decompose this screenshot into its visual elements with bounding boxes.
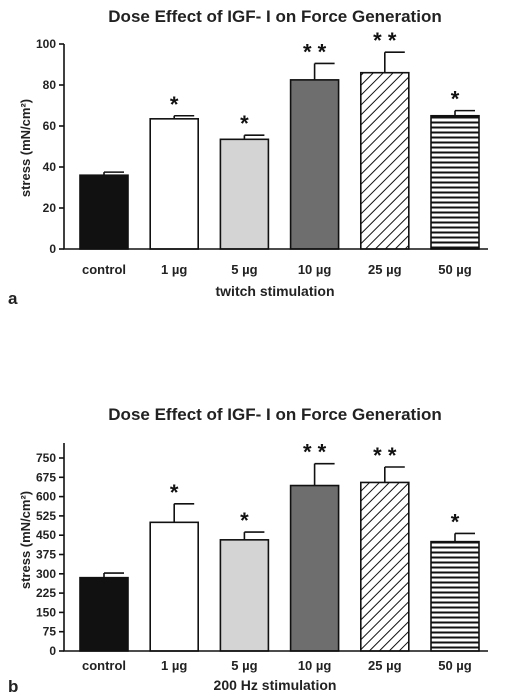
- y-tick-label: 0: [49, 242, 56, 256]
- bar-b-4: [359, 481, 410, 652]
- y-tick-label: 0: [49, 644, 56, 658]
- error-bar: [313, 62, 335, 80]
- y-tick-label: 100: [36, 37, 56, 51]
- significance-marker: *: [240, 508, 249, 533]
- category-label: 10 µg: [298, 262, 332, 277]
- significance-marker: *: [451, 87, 460, 112]
- chart-panel-b: Dose Effect of IGF- I on Force Generatio…: [8, 405, 488, 696]
- chart-panel-a: Dose Effect of IGF- I on Force Generatio…: [8, 7, 488, 308]
- y-tick-label: 80: [43, 78, 57, 92]
- bar-b-0: [79, 576, 129, 652]
- bar-a-0: [79, 174, 129, 250]
- y-tick-label: 300: [36, 567, 56, 581]
- category-label: 10 µg: [298, 658, 332, 673]
- y-ticks-b: 0 75 150 225 300 375 450 525 600 675 750: [36, 451, 64, 658]
- bar-a-2: [219, 138, 270, 250]
- error-bar: [243, 134, 265, 140]
- y-tick-label: 40: [43, 160, 57, 174]
- error-bar: [313, 462, 335, 486]
- chart-title-a: Dose Effect of IGF- I on Force Generatio…: [108, 7, 441, 26]
- bar-b-1: [149, 521, 199, 652]
- category-label: 50 µg: [438, 658, 472, 673]
- significance-marker: * *: [303, 39, 327, 64]
- bars-b: * * * * * * *: [79, 440, 480, 652]
- significance-marker: *: [451, 509, 460, 534]
- bar-b-2: [219, 539, 270, 652]
- significance-marker: * *: [373, 443, 397, 468]
- bars-a: * * * * * * *: [79, 28, 480, 250]
- y-axis-label-a: stress (mN/cm²): [18, 99, 33, 197]
- axes-a: [63, 44, 488, 250]
- y-tick-label: 525: [36, 509, 56, 523]
- y-tick-label: 600: [36, 490, 56, 504]
- bar-b-3: [289, 484, 340, 652]
- axes-b: [63, 443, 488, 652]
- x-axis-label-a: twitch stimulation: [216, 283, 335, 299]
- category-label: 5 µg: [231, 262, 257, 277]
- y-tick-label: 20: [43, 201, 57, 215]
- y-tick-label: 675: [36, 470, 56, 484]
- bar-b-5: [430, 540, 480, 652]
- panel-label-b: b: [8, 677, 18, 696]
- error-bar: [103, 572, 124, 578]
- x-axis-label-b: 200 Hz stimulation: [214, 677, 337, 693]
- bar-a-4: [359, 71, 410, 250]
- category-label: 25 µg: [368, 658, 402, 673]
- error-bar: [384, 466, 405, 483]
- error-bar: [243, 531, 265, 540]
- significance-marker: * *: [373, 28, 397, 53]
- significance-marker: * *: [303, 440, 327, 465]
- category-label: 1 µg: [161, 658, 187, 673]
- y-ticks-a: 0 20 40 60 80 100: [36, 37, 64, 256]
- error-bar: [103, 171, 124, 176]
- y-tick-label: 60: [43, 119, 57, 133]
- category-label: 1 µg: [161, 262, 187, 277]
- error-bar: [173, 114, 195, 119]
- error-bar: [454, 532, 475, 542]
- y-tick-label: 225: [36, 586, 56, 600]
- chart-title-b: Dose Effect of IGF- I on Force Generatio…: [108, 405, 441, 424]
- category-label: control: [82, 658, 126, 673]
- significance-marker: *: [170, 480, 179, 505]
- categories-a: control 1 µg 5 µg 10 µg 25 µg 50 µg: [82, 262, 472, 277]
- bar-a-3: [289, 79, 340, 250]
- category-label: 25 µg: [368, 262, 402, 277]
- error-bar: [173, 503, 195, 523]
- category-label: control: [82, 262, 126, 277]
- significance-marker: *: [170, 92, 179, 117]
- y-tick-label: 750: [36, 451, 56, 465]
- y-tick-label: 450: [36, 528, 56, 542]
- y-tick-label: 150: [36, 605, 56, 619]
- error-bar: [454, 109, 475, 116]
- category-label: 50 µg: [438, 262, 472, 277]
- significance-marker: *: [240, 111, 249, 136]
- y-axis-label-b: stress (mN/cm²): [18, 491, 33, 589]
- category-label: 5 µg: [231, 658, 257, 673]
- categories-b: control 1 µg 5 µg 10 µg 25 µg 50 µg: [82, 658, 472, 673]
- panel-label-a: a: [8, 289, 18, 308]
- bar-a-5: [430, 114, 480, 250]
- error-bar: [384, 51, 405, 73]
- y-tick-label: 75: [43, 625, 57, 639]
- bar-a-1: [149, 118, 199, 250]
- y-tick-label: 375: [36, 548, 56, 562]
